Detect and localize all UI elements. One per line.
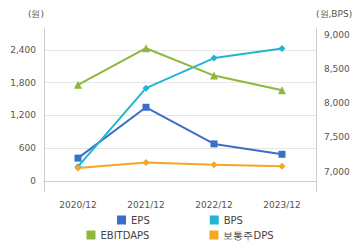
svg-text:2023/12: 2023/12 xyxy=(263,200,300,210)
svg-text:BPS: BPS xyxy=(224,215,243,226)
svg-text:1,800: 1,800 xyxy=(10,78,36,88)
svg-text:8,000: 8,000 xyxy=(324,98,350,108)
svg-text:2021/12: 2021/12 xyxy=(127,200,164,210)
svg-text:EPS: EPS xyxy=(131,215,150,226)
svg-text:보통주DPS: 보통주DPS xyxy=(223,230,273,241)
svg-text:2022/12: 2022/12 xyxy=(195,200,232,210)
svg-text:EBITDAPS: EBITDAPS xyxy=(100,230,149,241)
svg-text:8,500: 8,500 xyxy=(324,64,350,74)
svg-text:2,400: 2,400 xyxy=(10,45,36,55)
svg-text:2020/12: 2020/12 xyxy=(59,200,96,210)
svg-text:600: 600 xyxy=(19,143,36,153)
svg-text:7,000: 7,000 xyxy=(324,167,350,177)
svg-text:1,200: 1,200 xyxy=(10,110,36,120)
svg-text:0: 0 xyxy=(30,176,36,186)
svg-text:9,000: 9,000 xyxy=(324,30,350,40)
svg-text:(원): (원) xyxy=(28,9,44,19)
svg-text:(원,BPS): (원,BPS) xyxy=(316,9,352,19)
svg-text:7,500: 7,500 xyxy=(324,132,350,142)
